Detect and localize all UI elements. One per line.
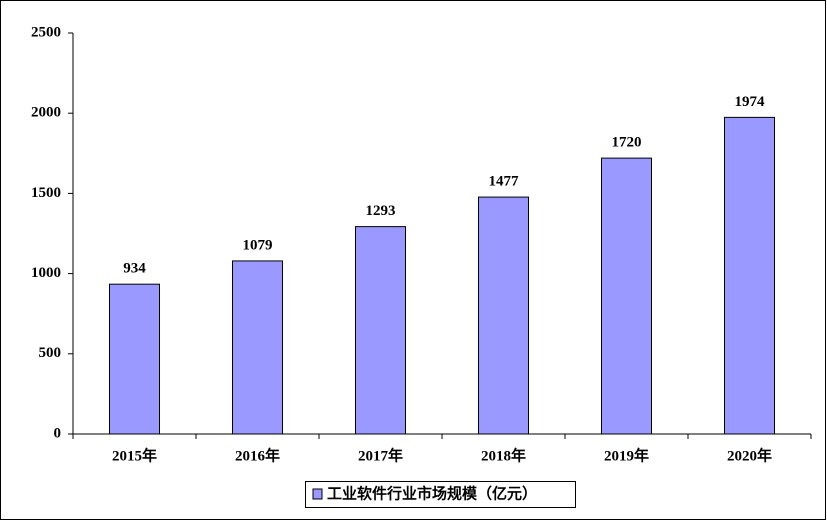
x-tick-label: 2019年 bbox=[604, 446, 649, 464]
x-tick-label: 2016年 bbox=[235, 446, 280, 464]
legend-label: 工业软件行业市场规模（亿元） bbox=[327, 484, 537, 502]
data-label: 1720 bbox=[612, 135, 642, 151]
data-label: 1293 bbox=[366, 203, 396, 219]
legend-box bbox=[305, 481, 576, 508]
x-tick-label: 2015年 bbox=[112, 446, 157, 464]
bar bbox=[601, 157, 652, 435]
bar bbox=[109, 283, 160, 435]
data-label: 1477 bbox=[489, 174, 520, 190]
bar bbox=[355, 226, 406, 435]
x-tick-label: 2018年 bbox=[481, 446, 526, 464]
y-tick-label: 1000 bbox=[31, 265, 61, 281]
x-tick-label: 2017年 bbox=[358, 446, 403, 464]
y-tick-label: 2000 bbox=[31, 105, 61, 121]
bar bbox=[478, 196, 529, 435]
y-tick-label: 0 bbox=[54, 425, 62, 441]
data-label: 1974 bbox=[735, 94, 766, 110]
bar bbox=[724, 116, 775, 435]
y-tick-label: 500 bbox=[39, 345, 62, 361]
data-label: 1079 bbox=[243, 237, 273, 253]
x-tick-label: 2020年 bbox=[727, 446, 772, 464]
y-tick-label: 2500 bbox=[31, 24, 61, 40]
y-tick-label: 1500 bbox=[31, 185, 61, 201]
data-label: 934 bbox=[123, 261, 146, 277]
bar bbox=[232, 260, 283, 435]
legend-swatch bbox=[312, 488, 323, 500]
